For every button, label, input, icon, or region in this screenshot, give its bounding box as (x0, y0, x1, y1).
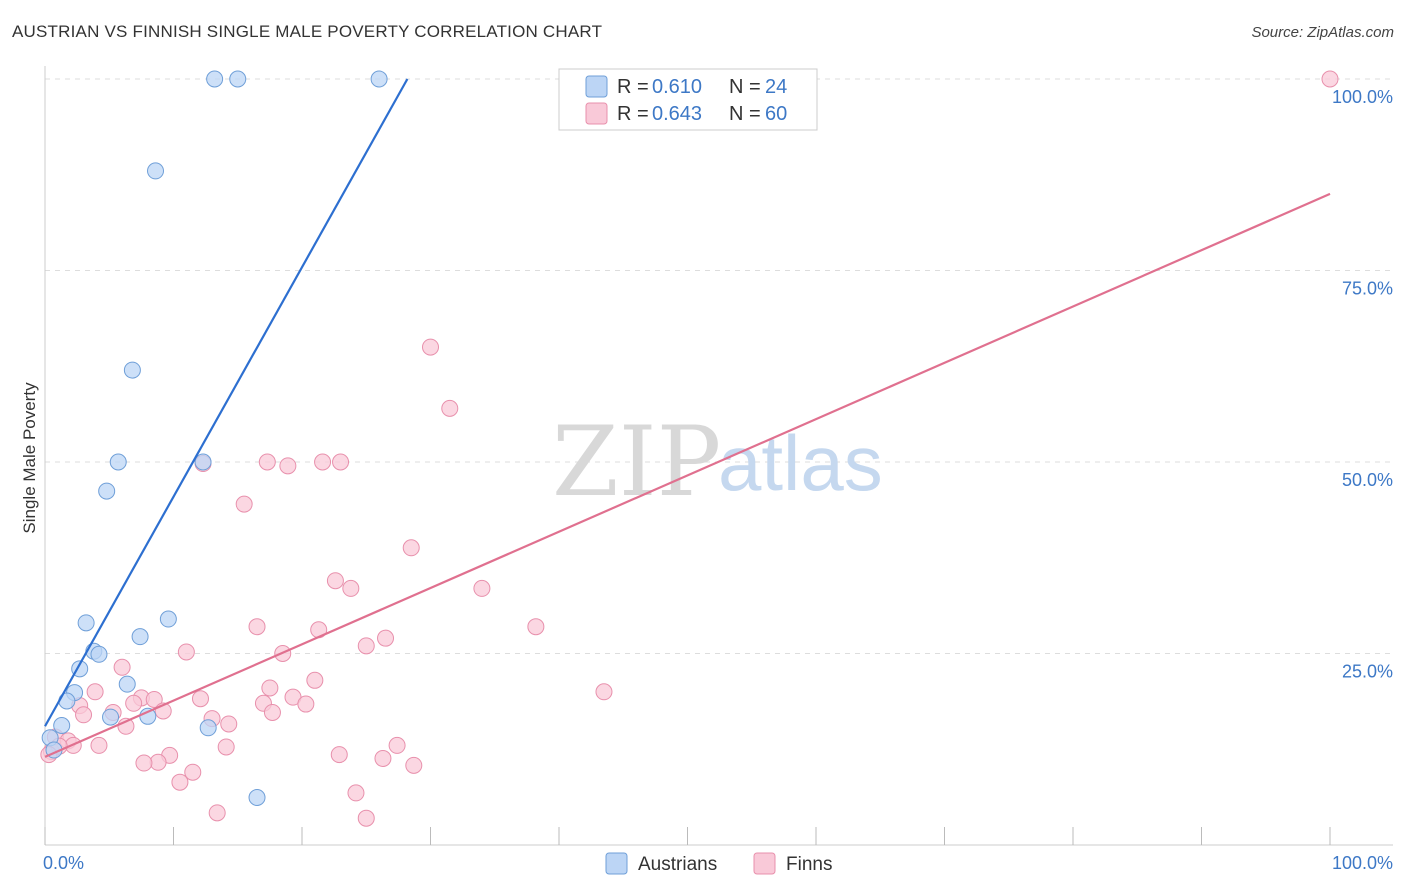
austrian-point (118, 675, 136, 693)
finn-point (314, 453, 332, 471)
bottom-legend-finns-label: Finns (786, 854, 832, 875)
finn-point (297, 695, 315, 713)
finn-point (374, 749, 392, 767)
austrian-point (370, 70, 388, 88)
y-tick-label: 50.0% (1342, 470, 1393, 490)
austrian-point (131, 628, 149, 646)
y-tick-label: 75.0% (1342, 279, 1393, 299)
watermark-zip-text: ZIP (552, 406, 721, 518)
finn-point (135, 754, 153, 772)
finn-point (595, 683, 613, 701)
correlation-legend: R = 0.610 N = 24 R = 0.643 N = 60 (558, 68, 818, 131)
finn-point (177, 643, 195, 661)
finn-point (332, 453, 350, 471)
y-axis-label: Single Male Poverty (20, 382, 39, 534)
austrian-point (147, 162, 165, 180)
austrian-point (194, 453, 212, 471)
finn-point (145, 690, 163, 708)
austrian-point (77, 614, 95, 632)
legend-finns-swatch (585, 102, 608, 125)
finn-point (347, 784, 365, 802)
finn-point (279, 457, 297, 475)
axes (44, 66, 1393, 846)
finn-point (217, 738, 235, 756)
legend-austrians-swatch (585, 75, 608, 98)
legend-finns-r-value: 0.643 (652, 103, 702, 125)
austrian-point (229, 70, 247, 88)
y-tick-label: 100.0% (1332, 87, 1393, 107)
finn-point (261, 679, 279, 697)
watermark: ZIP atlas (552, 406, 883, 518)
finn-point (125, 694, 143, 712)
finn-point (220, 715, 238, 733)
austrian-point (123, 361, 141, 379)
y-tick-label: 25.0% (1342, 662, 1393, 682)
austrian-point (102, 708, 120, 726)
tick-labels: 25.0% 50.0% 75.0% 100.0% 0.0% 100.0% (43, 87, 1393, 873)
austrian-point (109, 453, 127, 471)
finn-point (306, 671, 324, 689)
austrian-point (159, 610, 177, 628)
source-label: Source: ZipAtlas.com (1251, 24, 1394, 41)
finn-point (473, 579, 491, 597)
finn-point (75, 706, 93, 724)
legend-finns-r-label: R = (617, 103, 649, 125)
finn-point (377, 629, 395, 647)
x-tick-label: 0.0% (43, 853, 84, 873)
austrians-points (41, 70, 388, 807)
finn-point (263, 703, 281, 721)
finn-point (184, 763, 202, 781)
austrian-point (206, 70, 224, 88)
finns-trend-line (44, 192, 1331, 758)
austrian-point (53, 717, 71, 735)
finn-point (191, 690, 209, 708)
legend-austrians-n-label: N = (729, 76, 761, 98)
finn-point (235, 495, 253, 513)
finn-point (527, 618, 545, 636)
finn-point (402, 539, 420, 557)
finn-point (441, 399, 459, 417)
austrians-trend-line (44, 78, 409, 727)
finn-point (86, 683, 104, 701)
x-tick-label: 100.0% (1332, 853, 1393, 873)
watermark-atlas-text: atlas (718, 419, 883, 507)
bottom-legend-austrians-swatch (605, 852, 628, 875)
finn-point (113, 658, 131, 676)
finn-point (258, 453, 276, 471)
finn-point (357, 637, 375, 655)
finn-point (326, 572, 344, 590)
legend-austrians-r-value: 0.610 (652, 76, 702, 98)
finn-point (171, 773, 189, 791)
finn-point (342, 579, 360, 597)
bottom-legend-austrians-label: Austrians (638, 854, 717, 875)
austrian-point (199, 719, 217, 737)
series-legend: Austrians Finns (605, 852, 832, 875)
finn-point (149, 753, 167, 771)
austrian-point (90, 645, 108, 663)
legend-austrians-n-value: 24 (765, 76, 787, 98)
finn-point (208, 804, 226, 822)
finn-point (357, 809, 375, 827)
legend-finns-n-label: N = (729, 103, 761, 125)
finn-point (1321, 70, 1339, 88)
austrian-point (248, 789, 266, 807)
legend-finns-n-value: 60 (765, 103, 787, 125)
austrian-point (98, 482, 116, 500)
finn-point (388, 736, 406, 754)
bottom-legend-finns-swatch (753, 852, 776, 875)
finn-point (422, 338, 439, 356)
finn-point (405, 756, 423, 774)
chart-title: AUSTRIAN VS FINNISH SINGLE MALE POVERTY … (12, 22, 603, 41)
finn-point (90, 736, 108, 754)
finn-point (248, 618, 266, 636)
legend-austrians-r-label: R = (617, 76, 649, 98)
finn-point (330, 746, 348, 764)
trend-lines (44, 78, 1331, 758)
